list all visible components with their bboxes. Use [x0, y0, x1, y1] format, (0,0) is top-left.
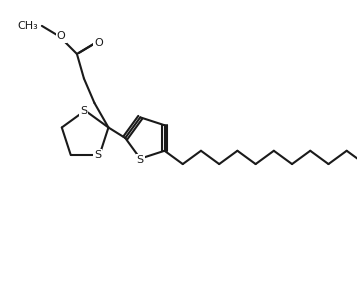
- Text: S: S: [80, 106, 87, 115]
- Text: O: O: [94, 38, 103, 48]
- Text: O: O: [57, 31, 66, 41]
- Text: CH₃: CH₃: [17, 21, 38, 31]
- Text: S: S: [137, 155, 144, 165]
- Text: S: S: [94, 150, 101, 160]
